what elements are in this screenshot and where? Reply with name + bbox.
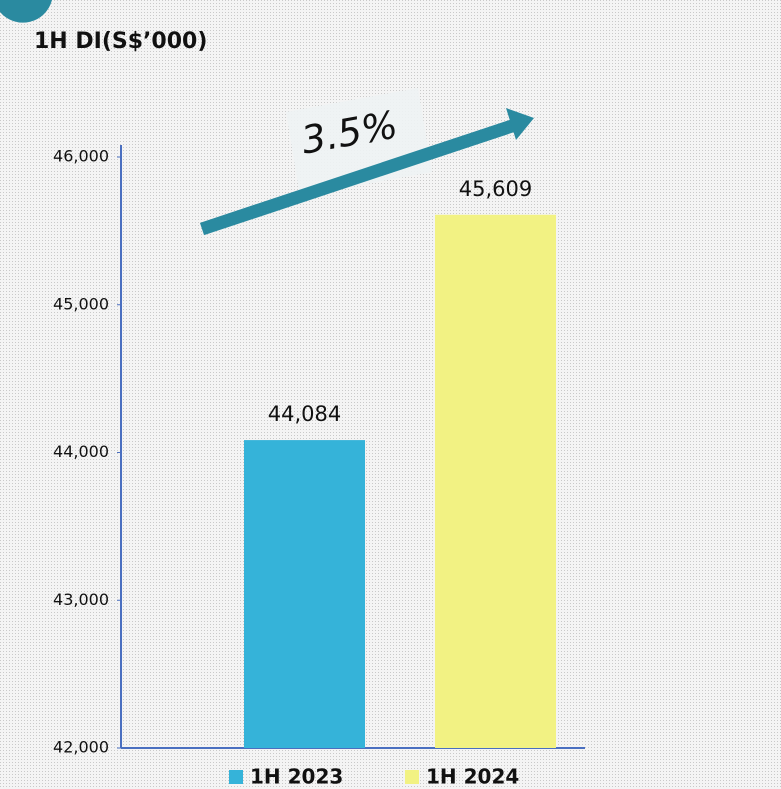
legend-label: 1H 2023: [250, 765, 343, 789]
y-tick-label: 42,000: [53, 738, 109, 757]
chart-title: 1H DI(S$’000): [34, 29, 207, 54]
trend-arrow: [199, 118, 518, 236]
bar: [435, 214, 556, 748]
y-tick-label: 45,000: [53, 294, 109, 313]
legend-swatch: [229, 770, 243, 784]
legend-label: 1H 2024: [426, 765, 519, 789]
y-tick-label: 46,000: [53, 147, 109, 166]
bar: [244, 440, 365, 748]
legend-swatch: [405, 770, 419, 784]
corner-decoration: [0, 0, 52, 23]
y-tick-label: 44,000: [53, 442, 109, 461]
y-tick-label: 43,000: [53, 590, 109, 609]
value-label: 45,609: [459, 177, 532, 201]
value-label: 44,084: [268, 402, 341, 426]
trend-arrow-head: [506, 108, 534, 140]
